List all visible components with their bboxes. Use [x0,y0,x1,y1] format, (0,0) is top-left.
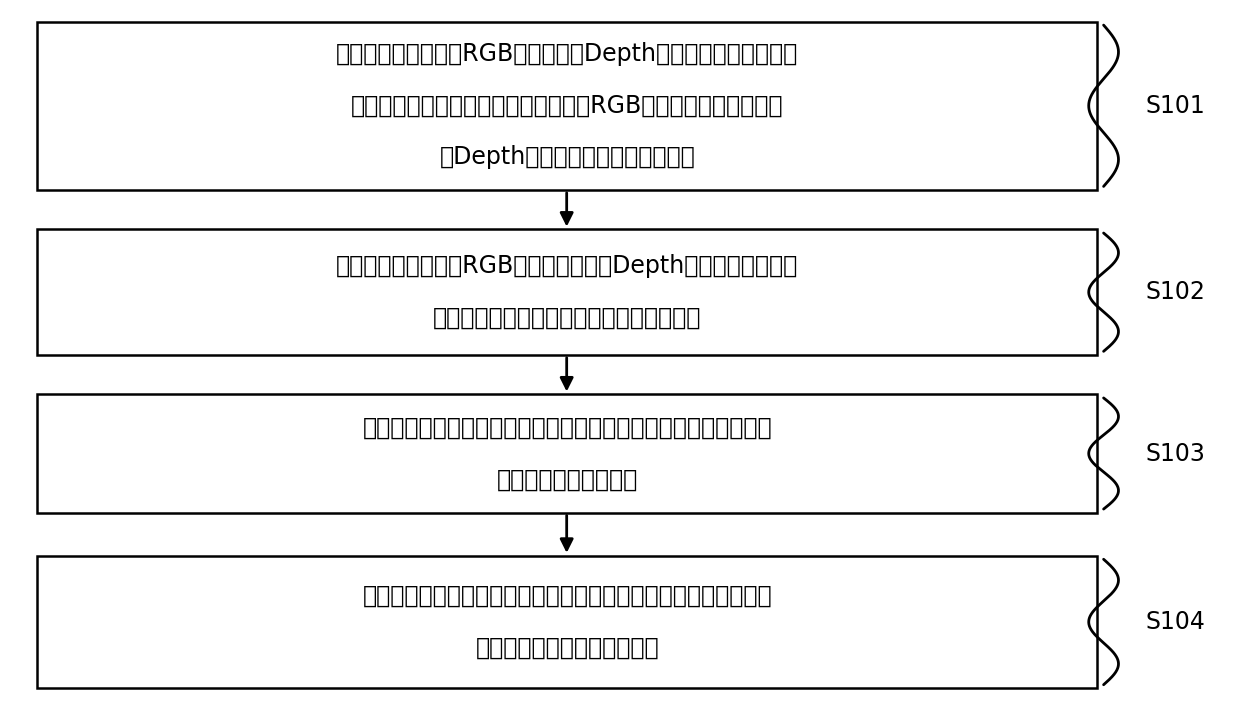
Text: 卷积网络，提取待识别人脸的高维人脸特征: 卷积网络，提取待识别人脸的高维人脸特征 [433,306,702,330]
Text: 分，实现对待识别人脸的识别: 分，实现对待识别人脸的识别 [475,636,660,660]
Text: 分别对待识别人脸的RGB模态数据和Depth模态数据进行人脸图像: 分别对待识别人脸的RGB模态数据和Depth模态数据进行人脸图像 [336,42,799,66]
Text: 的尺度归一化处理，并将归一化的人脸RGB模态数据和归一化的人: 的尺度归一化处理，并将归一化的人脸RGB模态数据和归一化的人 [351,94,784,118]
Text: S104: S104 [1146,610,1205,634]
Text: 将堆叠融合后的人脸RGB模态数据和人脸Depth模态数据输入深度: 将堆叠融合后的人脸RGB模态数据和人脸Depth模态数据输入深度 [336,255,799,278]
FancyBboxPatch shape [37,394,1097,513]
Text: S103: S103 [1146,442,1205,465]
Text: S101: S101 [1146,94,1205,118]
FancyBboxPatch shape [37,556,1097,688]
Text: 基于特征聚类，通过计算与人脸图像库中不同人脸图像的相似度得: 基于特征聚类，通过计算与人脸图像库中不同人脸图像的相似度得 [362,584,773,608]
FancyBboxPatch shape [37,229,1097,355]
Text: 脸Depth模态数据进行通道堆叠融合: 脸Depth模态数据进行通道堆叠融合 [439,146,696,169]
Text: 于人脸属性的特征聚类: 于人脸属性的特征聚类 [497,467,637,491]
Text: 将高维人脸特征输入人脸属性感知损失与分类损失结合层，实现基: 将高维人脸特征输入人脸属性感知损失与分类损失结合层，实现基 [362,416,773,440]
Text: S102: S102 [1146,280,1205,304]
FancyBboxPatch shape [37,22,1097,190]
